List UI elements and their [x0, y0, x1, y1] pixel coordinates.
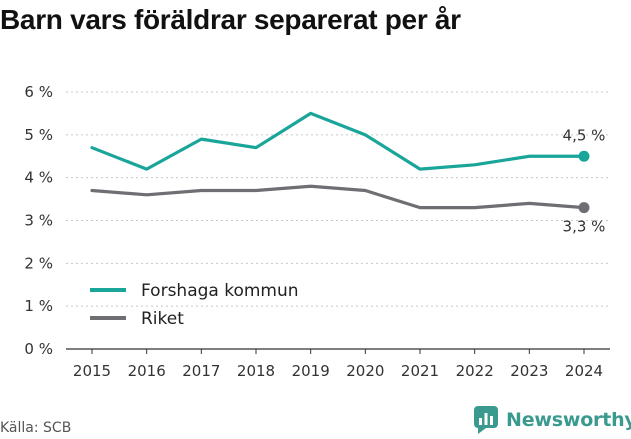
y-tick-label: 3 %: [24, 212, 53, 230]
y-tick-label: 1 %: [24, 297, 53, 315]
y-axis-ticks: 0 % 1 % 2 % 3 % 4 % 5 % 6 %: [24, 83, 53, 358]
series-line: [90, 111, 586, 171]
series-lines: 4,5 % 3,3 %: [90, 111, 606, 236]
end-point-marker: [578, 150, 590, 162]
x-tick-label: 2023: [510, 362, 548, 380]
y-tick-label: 6 %: [24, 83, 53, 101]
x-tick-label: 2017: [182, 362, 220, 380]
end-point-marker: [578, 202, 590, 214]
x-tick-label: 2020: [346, 362, 384, 380]
x-tick-label: 2024: [565, 362, 603, 380]
end-value-label: 4,5 %: [563, 126, 606, 144]
y-tick-label: 0 %: [24, 340, 53, 358]
y-tick-label: 5 %: [24, 126, 53, 144]
end-value-label: 3,3 %: [563, 218, 606, 236]
x-tick-label: 2021: [401, 362, 439, 380]
x-axis-ticks: 2015 2016 2017 2018 2019 2020 2021 2022 2023 2024: [73, 349, 603, 380]
chart-title: Barn vars föräldrar separerat per år: [0, 4, 461, 35]
legend-label: Riket: [141, 309, 184, 329]
grid-lines: [66, 91, 610, 350]
newsworthy-logo-icon: [474, 406, 498, 434]
legend-label: Forshaga kommun: [141, 281, 299, 301]
x-tick-label: 2022: [456, 362, 494, 380]
x-tick-label: 2016: [128, 362, 166, 380]
y-tick-label: 2 %: [24, 254, 53, 272]
brand-logo: Newsworthy: [474, 406, 631, 434]
source-label: Källa: SCB: [0, 420, 72, 436]
brand-name: Newsworthy: [506, 409, 631, 431]
y-tick-label: 4 %: [24, 169, 53, 187]
x-tick-label: 2018: [237, 362, 275, 380]
series-line: [90, 184, 586, 210]
x-tick-label: 2019: [292, 362, 330, 380]
legend: Forshaga kommun Riket: [90, 281, 299, 329]
x-tick-label: 2015: [73, 362, 111, 380]
